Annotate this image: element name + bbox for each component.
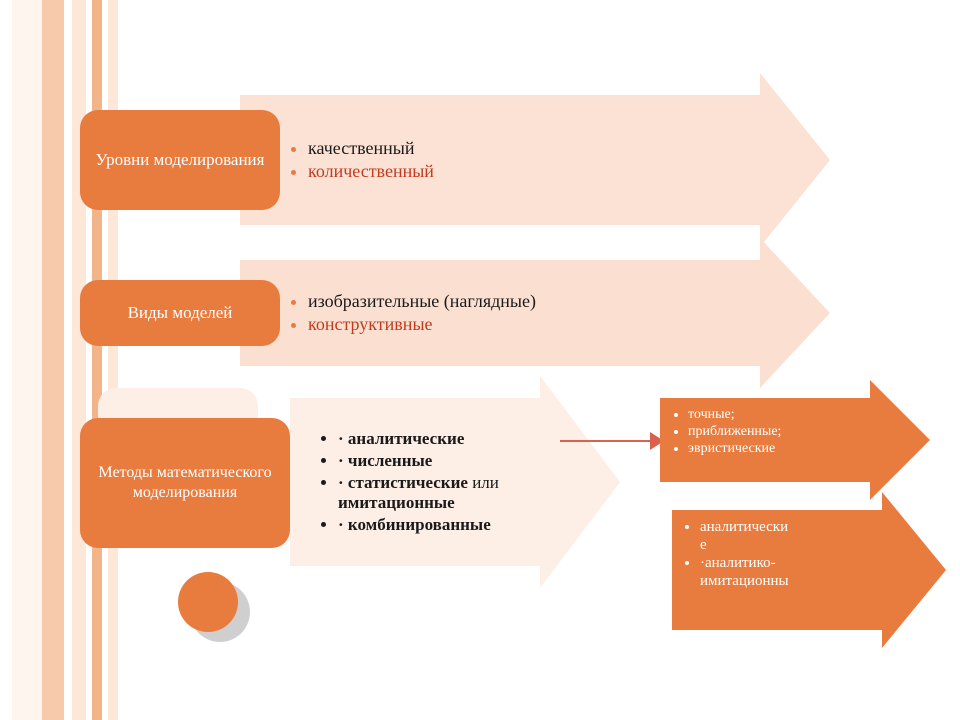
decorative-stripe [42, 0, 64, 720]
list-item: точные; [688, 407, 926, 423]
decorative-stripe [64, 0, 72, 720]
list-item-continuation: имитационны [700, 573, 942, 590]
list-item: эвристические [688, 441, 926, 457]
detail-arrow-1: аналитические ·аналитико-имитационны [672, 510, 946, 630]
connector-arrow-line [560, 440, 650, 442]
category-label-0: Уровни моделирования [80, 110, 280, 210]
decorative-stripe [108, 0, 118, 720]
list-item: · численные [338, 451, 560, 471]
content-arrow-row-2: · аналитические· численные· статистическ… [290, 398, 620, 566]
list-item: · комбинированные [338, 515, 560, 535]
content-arrow-row-1: изобразительные (наглядные)конструктивны… [240, 260, 830, 366]
list-item: приближенные; [688, 424, 926, 440]
list-item: изобразительные (наглядные) [308, 291, 770, 312]
list-item: · аналитические [338, 429, 560, 449]
arrow-head [760, 73, 830, 247]
list-item: конструктивные [308, 314, 770, 335]
list-item-continuation: е [700, 537, 942, 554]
arrow-head [760, 238, 830, 388]
list-item: · статистические или имитационные [338, 473, 560, 513]
content-arrow-row-0: качественныйколичественный [240, 95, 830, 225]
list-item: качественный [308, 138, 770, 159]
decorative-circle [178, 572, 238, 632]
detail-arrow-0: точные; приближенные; эвристические [660, 398, 930, 482]
decorative-stripe [12, 0, 42, 720]
list-item: количественный [308, 161, 770, 182]
decorative-stripe [92, 0, 102, 720]
decorative-stripe [72, 0, 86, 720]
list-item: аналитически [700, 519, 942, 536]
list-item: ·аналитико- [700, 555, 942, 572]
category-label-1: Виды моделей [80, 280, 280, 346]
category-label-2: Методы математического моделирования [80, 418, 290, 548]
